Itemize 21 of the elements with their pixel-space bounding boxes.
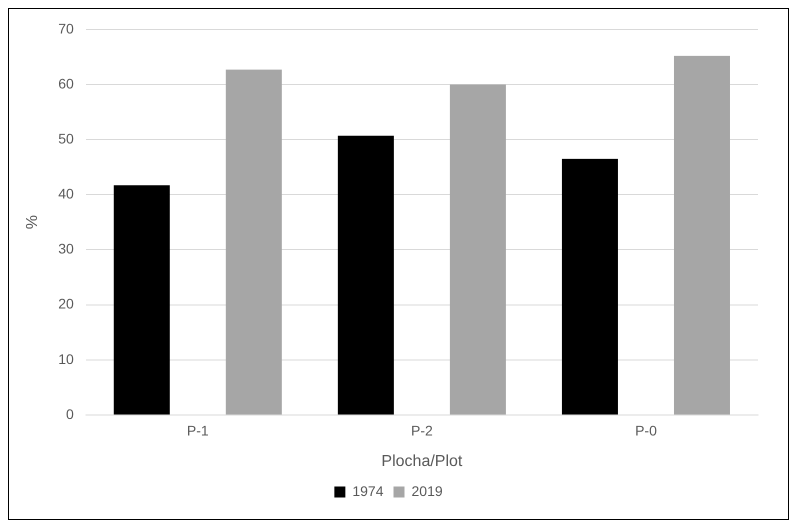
y-tick-label: 70 xyxy=(58,20,74,36)
y-tick-label: 20 xyxy=(58,296,74,312)
y-tick-label: 30 xyxy=(58,240,74,257)
x-axis-title: Plocha/Plot xyxy=(381,452,463,470)
bar xyxy=(114,185,170,414)
legend-label: 1974 xyxy=(352,482,384,499)
bar xyxy=(450,84,506,414)
y-tick-label: 0 xyxy=(66,406,74,422)
legend-label: 2019 xyxy=(412,482,443,499)
y-tick-label: 40 xyxy=(58,186,74,202)
x-tick-label: P-2 xyxy=(410,422,433,438)
y-tick-label: 50 xyxy=(58,130,74,146)
y-tick-label: 10 xyxy=(58,350,74,367)
bar xyxy=(338,136,394,414)
bar xyxy=(226,70,282,414)
x-tick-label: P-1 xyxy=(186,422,209,438)
x-tick-label: P-0 xyxy=(635,422,658,438)
y-axis-title: % xyxy=(24,215,42,230)
y-tick-label: 60 xyxy=(58,75,74,92)
bar xyxy=(562,158,618,414)
bar xyxy=(674,56,730,414)
